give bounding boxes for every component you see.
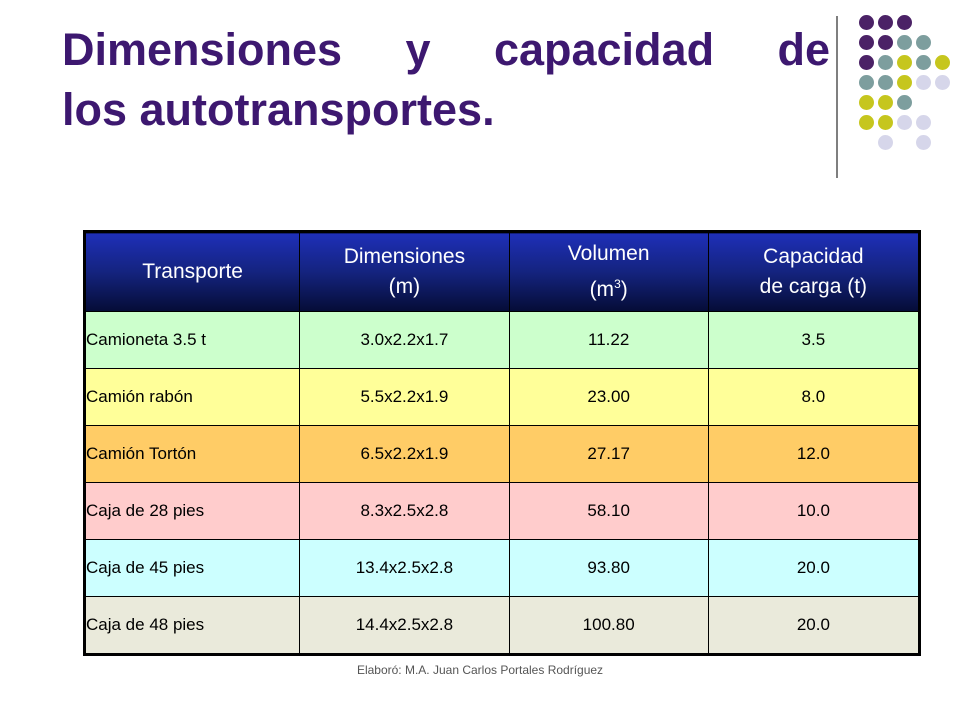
dot [859, 115, 874, 130]
cell-capacidad: 8.0 [707, 368, 921, 426]
header-label-sub: (m3) [510, 269, 708, 305]
dot [897, 15, 912, 30]
dot [878, 115, 893, 130]
unit-close: ) [620, 278, 628, 301]
header-transporte: Transporte [83, 231, 301, 312]
table-header-row: Transporte Dimensiones (m) Volumen (m3) … [83, 231, 921, 312]
header-label: Capacidad [763, 245, 864, 268]
dot [859, 95, 874, 110]
cell-transporte: Camión Tortón [83, 425, 301, 483]
table-row: Camión rabón 5.5x2.2x1.9 23.00 8.0 [83, 368, 921, 426]
cell-volumen: 58.10 [508, 482, 709, 540]
decorative-dot-grid [850, 10, 960, 160]
title-line-2: los autotransportes. [62, 84, 495, 135]
decorative-divider [836, 16, 838, 178]
cell-volumen: 93.80 [508, 539, 709, 597]
unit-base: (m [589, 278, 615, 301]
table-row: Caja de 45 pies 13.4x2.5x2.8 93.80 20.0 [83, 539, 921, 597]
cell-volumen: 100.80 [508, 596, 709, 655]
cell-capacidad: 20.0 [707, 539, 921, 597]
cell-dimensiones: 6.5x2.2x1.9 [299, 425, 510, 483]
dot [897, 35, 912, 50]
dot [878, 35, 893, 50]
dot [878, 75, 893, 90]
header-label: Transporte [142, 260, 243, 283]
dot [859, 35, 874, 50]
dot [916, 55, 931, 70]
cell-capacidad: 10.0 [707, 482, 921, 540]
cell-dimensiones: 13.4x2.5x2.8 [299, 539, 510, 597]
cell-dimensiones: 8.3x2.5x2.8 [299, 482, 510, 540]
footer-credit: Elaboró: M.A. Juan Carlos Portales Rodrí… [356, 663, 604, 677]
header-volumen: Volumen (m3) [508, 231, 709, 312]
dot [897, 115, 912, 130]
dot [878, 55, 893, 70]
slide-title: Dimensiones y capacidad de los autotrans… [62, 20, 830, 140]
title-line-1: Dimensiones y capacidad de [62, 24, 830, 75]
dot [859, 15, 874, 30]
header-capacidad: Capacidad de carga (t) [707, 231, 921, 312]
cell-dimensiones: 14.4x2.5x2.8 [299, 596, 510, 655]
header-dimensiones: Dimensiones (m) [299, 231, 510, 312]
dot [897, 55, 912, 70]
dot [897, 75, 912, 90]
dot [916, 135, 931, 150]
dot [916, 75, 931, 90]
cell-volumen: 27.17 [508, 425, 709, 483]
dot [897, 95, 912, 110]
dot [878, 95, 893, 110]
table-row: Camioneta 3.5 t 3.0x2.2x1.7 11.22 3.5 [83, 311, 921, 369]
cell-transporte: Caja de 45 pies [83, 539, 301, 597]
cell-transporte: Caja de 48 pies [83, 596, 301, 655]
dot [935, 55, 950, 70]
dot [878, 135, 893, 150]
transport-table: Transporte Dimensiones (m) Volumen (m3) … [83, 230, 921, 656]
header-label-sub: de carga (t) [759, 275, 868, 298]
cell-capacidad: 20.0 [707, 596, 921, 655]
cell-capacidad: 3.5 [707, 311, 921, 369]
header-label: Volumen [567, 242, 650, 265]
unit-exponent: 3 [614, 277, 621, 291]
cell-transporte: Caja de 28 pies [83, 482, 301, 540]
cell-transporte: Camioneta 3.5 t [83, 311, 301, 369]
dot [859, 75, 874, 90]
cell-volumen: 11.22 [508, 311, 709, 369]
dot [935, 75, 950, 90]
table-row: Caja de 48 pies 14.4x2.5x2.8 100.80 20.0 [83, 596, 921, 655]
cell-transporte: Camión rabón [83, 368, 301, 426]
table-row: Caja de 28 pies 8.3x2.5x2.8 58.10 10.0 [83, 482, 921, 540]
dot [878, 15, 893, 30]
header-label: Dimensiones [343, 245, 466, 268]
dot [859, 55, 874, 70]
header-label-sub: (m) [388, 275, 421, 298]
cell-volumen: 23.00 [508, 368, 709, 426]
dot [916, 35, 931, 50]
cell-dimensiones: 5.5x2.2x1.9 [299, 368, 510, 426]
cell-dimensiones: 3.0x2.2x1.7 [299, 311, 510, 369]
cell-capacidad: 12.0 [707, 425, 921, 483]
dot [916, 115, 931, 130]
table-row: Camión Tortón 6.5x2.2x1.9 27.17 12.0 [83, 425, 921, 483]
